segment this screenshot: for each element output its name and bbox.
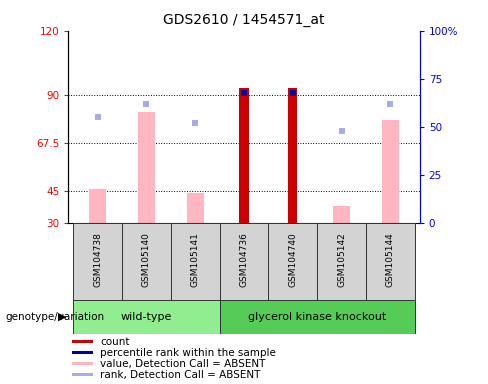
Bar	[239, 88, 249, 223]
Bar	[382, 120, 399, 223]
Text: GSM104738: GSM104738	[93, 232, 102, 287]
Bar	[72, 351, 93, 354]
Bar	[220, 223, 268, 300]
Bar	[288, 88, 298, 223]
Bar	[72, 373, 93, 376]
Text: GSM104740: GSM104740	[288, 232, 297, 287]
Text: glycerol kinase knockout: glycerol kinase knockout	[248, 312, 386, 322]
Bar	[317, 223, 366, 300]
Bar	[171, 223, 220, 300]
Bar	[89, 189, 106, 223]
Bar	[366, 223, 415, 300]
Bar	[72, 340, 93, 343]
Bar	[72, 362, 93, 365]
Title: GDS2610 / 1454571_at: GDS2610 / 1454571_at	[163, 13, 325, 27]
Text: ▶: ▶	[58, 312, 66, 322]
Text: rank, Detection Call = ABSENT: rank, Detection Call = ABSENT	[100, 370, 260, 380]
Text: GSM105141: GSM105141	[191, 232, 200, 287]
Bar	[138, 112, 155, 223]
Text: GSM104736: GSM104736	[240, 232, 248, 287]
Bar	[187, 193, 204, 223]
Bar	[333, 206, 350, 223]
Bar	[268, 223, 317, 300]
Text: count: count	[100, 336, 129, 346]
Text: GSM105140: GSM105140	[142, 232, 151, 287]
Bar	[73, 300, 220, 334]
Text: percentile rank within the sample: percentile rank within the sample	[100, 348, 276, 358]
Text: genotype/variation: genotype/variation	[5, 312, 104, 322]
Text: GSM105142: GSM105142	[337, 232, 346, 287]
Text: GSM105144: GSM105144	[386, 232, 395, 287]
Bar	[122, 223, 171, 300]
Text: wild-type: wild-type	[121, 312, 172, 322]
Text: value, Detection Call = ABSENT: value, Detection Call = ABSENT	[100, 359, 265, 369]
Bar	[220, 300, 415, 334]
Bar	[73, 223, 122, 300]
